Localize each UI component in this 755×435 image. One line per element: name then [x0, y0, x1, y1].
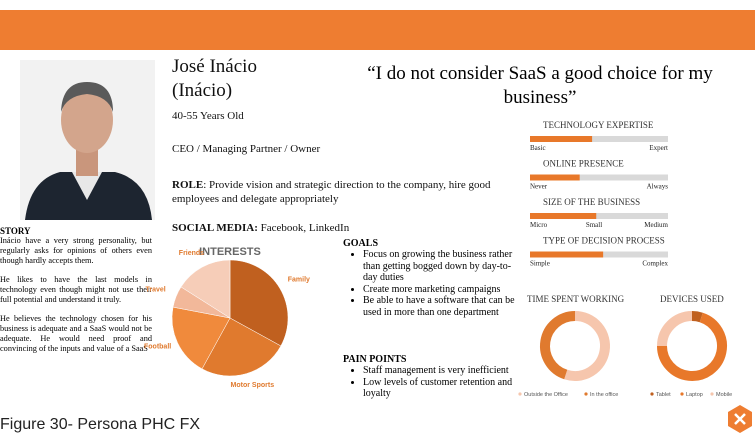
pie-slice — [172, 286, 231, 319]
scale-fill — [530, 136, 593, 142]
goal: Focus on growing the business rather tha… — [363, 249, 523, 284]
scale-fill — [530, 213, 597, 219]
pain-title: PAIN POINTS — [343, 354, 407, 365]
legend-dot — [680, 392, 684, 396]
scale-label: Small — [586, 221, 602, 229]
scale-track — [530, 174, 668, 181]
legend-dot — [584, 392, 588, 396]
pie-slice — [201, 317, 282, 377]
legend-label: Laptop — [686, 392, 703, 398]
pie-label: Friends — [179, 250, 204, 257]
photo — [20, 60, 155, 220]
donut-segment — [540, 311, 576, 380]
scale-label: Always — [647, 183, 669, 191]
header-bar — [0, 10, 755, 50]
interests-title: INTERESTS — [199, 246, 261, 258]
quote: “I do not consider SaaS a good choice fo… — [367, 63, 713, 108]
scale-title: TYPE OF DECISION PROCESS — [543, 236, 665, 246]
role: ROLE: Provide vision and strategic direc… — [172, 178, 502, 206]
legend-label: Tablet — [656, 392, 671, 398]
scale-title: ONLINE PRESENCE — [543, 159, 624, 169]
goals-title: GOALS — [343, 238, 379, 249]
scale-track — [530, 136, 668, 142]
scale-title: TECHNOLOGY EXPERTISE — [543, 120, 654, 130]
legend-label: In the office — [590, 392, 618, 398]
role-text: : Provide vision and strategic direction… — [172, 179, 491, 205]
scale-fill — [530, 174, 580, 181]
scale-label: Never — [530, 183, 548, 191]
donut-segment — [657, 311, 693, 347]
scale-label: Medium — [644, 221, 668, 229]
social-label: SOCIAL MEDIA: — [172, 222, 258, 234]
caption: Figure 30- Persona PHC FX — [0, 416, 201, 433]
story-paragraph: He believes the technology chosen for hi… — [0, 314, 152, 353]
goal: Be able to have a software that can be u… — [363, 295, 523, 318]
pie-slice — [180, 259, 231, 319]
logo-mark — [734, 413, 746, 425]
age: 40-55 Years Old — [172, 110, 244, 122]
scale-label: Micro — [530, 221, 548, 229]
story-paragraph: He likes to have the last models in tech… — [0, 275, 152, 304]
pain-point: Low levels of customer retention and loy… — [363, 377, 523, 400]
donut-segment — [564, 311, 610, 381]
goal: Create more marketing campaigns — [363, 284, 523, 296]
time-title: TIME SPENT WORKING — [527, 294, 625, 304]
scale-track — [530, 251, 668, 258]
pain-points: PAIN POINTS Staff management is very ine… — [343, 354, 523, 412]
pie-label: Family — [288, 276, 310, 283]
scale-title: SIZE OF THE BUSINESS — [543, 197, 640, 207]
goals-list: Focus on growing the business rather tha… — [343, 249, 523, 318]
role-label: ROLE — [172, 179, 204, 191]
legend-label: Mobile — [716, 392, 732, 398]
nickname: (Inácio) — [172, 80, 233, 101]
story: STORY Inácio have a very strong personal… — [0, 226, 152, 412]
scale-label: Complex — [642, 260, 668, 268]
devices-title: DEVICES USED — [660, 294, 724, 304]
job: CEO / Managing Partner / Owner — [172, 143, 321, 155]
pie-slice — [171, 306, 231, 370]
pie-label: Motor Sports — [231, 382, 275, 389]
scale-label: Basic — [530, 144, 546, 152]
story-paragraph: Inácio have a very strong personality, b… — [0, 236, 152, 265]
name: José Inácio — [172, 56, 257, 77]
story-title: STORY — [0, 226, 31, 236]
legend-label: Outside the Office — [524, 392, 568, 398]
pain-point: Staff management is very inefficient — [363, 365, 523, 377]
social: SOCIAL MEDIA: Facebook, LinkedIn — [172, 222, 349, 234]
scale-fill — [530, 251, 604, 258]
scale-label: Simple — [530, 260, 550, 268]
legend-dot — [710, 392, 714, 396]
scale-track — [530, 213, 668, 219]
donut-segment — [657, 312, 727, 381]
social-text: Facebook, LinkedIn — [257, 222, 350, 234]
logo — [728, 405, 752, 433]
legend-dot — [650, 392, 654, 396]
pain-list: Staff management is very inefficientLow … — [343, 365, 523, 400]
goals: GOALS Focus on growing the business rath… — [343, 238, 523, 318]
pie-slice — [229, 259, 289, 347]
scale-label: Expert — [649, 144, 668, 152]
donut-segment — [691, 311, 703, 323]
